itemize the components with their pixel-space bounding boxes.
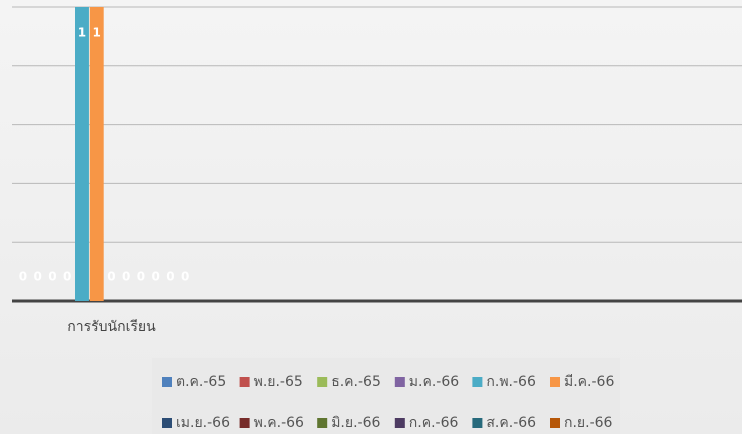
x-tick-label: การรับนักเรียน: [67, 319, 156, 335]
legend-label: ธ.ค.-65: [331, 374, 381, 390]
bar: [89, 7, 104, 301]
legend-label: มี.ค.-66: [564, 374, 614, 390]
legend-swatch: [317, 418, 328, 428]
data-label: 0: [48, 270, 56, 284]
legend-label: พ.ย.-65: [254, 374, 303, 390]
legend-swatch: [394, 418, 405, 428]
legend-swatch: [550, 418, 560, 428]
legend-box: [152, 358, 620, 434]
legend-swatch: [162, 377, 172, 387]
legend-label: เม.ย.-66: [176, 415, 230, 431]
data-label: 0: [181, 270, 189, 284]
data-label: 0: [107, 270, 115, 284]
legend-label: ต.ค.-65: [176, 374, 226, 390]
legend-label: ก.ค.-66: [409, 415, 459, 431]
legend-swatch: [239, 418, 250, 428]
data-label: 0: [137, 270, 145, 284]
legend-label: ม.ค.-66: [409, 374, 459, 390]
legend-swatch: [162, 418, 172, 428]
legend-label: มิ.ย.-66: [331, 415, 380, 431]
data-label: 1: [78, 26, 86, 40]
legend-swatch: [472, 377, 483, 387]
legend-swatch: [394, 377, 405, 387]
legend-swatch: [317, 377, 328, 387]
legend-label: พ.ค.-66: [254, 415, 304, 431]
legend-swatch: [472, 418, 483, 428]
data-label: 0: [152, 270, 160, 284]
data-label: 1: [93, 26, 101, 40]
legend-swatch: [550, 377, 560, 387]
data-label: 0: [34, 270, 42, 284]
data-label: 0: [63, 270, 71, 284]
legend-label: ส.ค.-66: [486, 415, 536, 431]
legend-label: ก.พ.-66: [486, 374, 536, 390]
bar: [75, 7, 89, 301]
data-label: 0: [122, 270, 130, 284]
data-label: 0: [19, 270, 27, 284]
data-label: 0: [166, 270, 174, 284]
legend-label: ก.ย.-66: [564, 415, 613, 431]
legend-swatch: [239, 377, 250, 387]
